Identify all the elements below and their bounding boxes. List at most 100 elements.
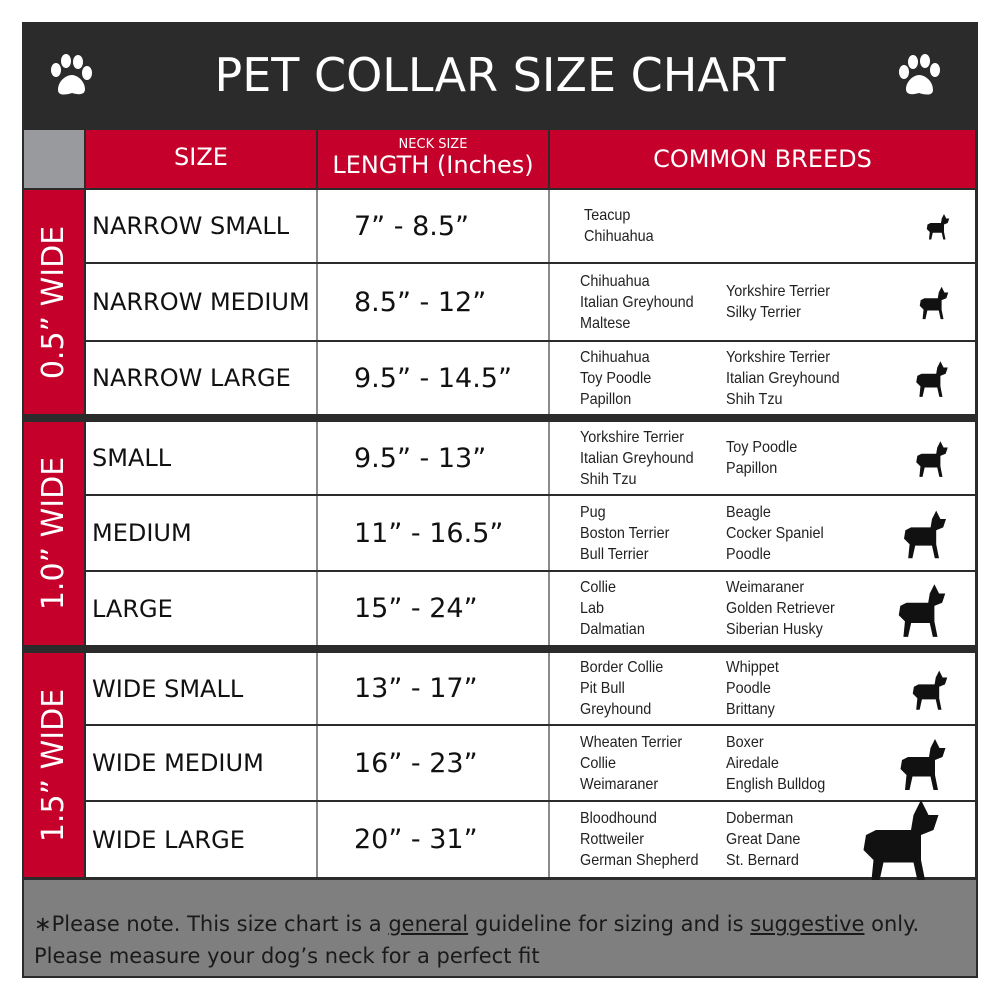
length-cell: 9.5” - 14.5”: [318, 342, 548, 414]
breed: Teacup: [584, 207, 631, 224]
breed: Lab: [580, 600, 605, 617]
breed-list: Weimaraner Golden Retriever Siberian Husky: [726, 572, 835, 645]
breeds-cell: Wheaten Terrier Collie Weimaraner Boxer Air…: [550, 726, 975, 800]
breeds-cell: Chihuahua Toy Poodle Papillon Yorkshire Te…: [550, 342, 975, 414]
breed: Weimaraner: [726, 579, 805, 596]
size-cell: NARROW LARGE: [86, 342, 316, 414]
group-label: 1.5” WIDE: [24, 653, 84, 877]
breed-list: Wheaten Terrier Collie Weimaraner: [580, 726, 682, 800]
breed-list: Doberman Great Dane St. Bernard: [726, 802, 800, 877]
breed: Border Collie: [580, 659, 664, 676]
breed: Papillon: [726, 460, 778, 477]
breed: Collie: [580, 579, 617, 596]
breed: Siberian Husky: [726, 621, 823, 638]
breed-list: Teacup Chihuahua: [584, 190, 654, 262]
breed-list: Whippet Poodle Brittany: [726, 653, 779, 724]
breeds-cell: Teacup Chihuahua: [550, 190, 975, 262]
breed: Shih Tzu: [580, 470, 637, 488]
breed: Collie: [580, 754, 617, 772]
header-corner: [24, 130, 84, 188]
breed: Bull Terrier: [580, 545, 649, 563]
breed: Airedale: [726, 754, 779, 772]
length-cell: 13” - 17”: [318, 653, 548, 724]
dog-silhouette-icon: [916, 361, 948, 397]
dog-silhouette-icon: [900, 739, 946, 790]
breeds-cell: Collie Lab Dalmatian Weimaraner Golden Retr…: [550, 572, 975, 645]
size-cell: NARROW MEDIUM: [86, 264, 316, 340]
header-length: NECK SIZE LENGTH (Inches): [318, 130, 548, 188]
breed: Toy Poodle: [726, 439, 798, 456]
breed: Italian Greyhound: [580, 293, 694, 311]
breed: Wheaten Terrier: [580, 733, 683, 751]
breed: Doberman: [726, 810, 794, 827]
size-cell: NARROW SMALL: [86, 190, 316, 262]
length-cell: 7” - 8.5”: [318, 190, 548, 262]
dog-silhouette-icon: [919, 286, 949, 320]
breed: Weimaraner: [580, 775, 659, 793]
length-cell: 16” - 23”: [318, 726, 548, 800]
dog-silhouette-icon: [863, 799, 939, 885]
table-row: NARROW SMALL 7” - 8.5” Teacup Chihuahua: [86, 190, 975, 262]
breed: Maltese: [580, 314, 631, 332]
size-cell: WIDE SMALL: [86, 653, 316, 724]
breed: Golden Retriever: [726, 600, 835, 617]
table-row: SMALL 9.5” - 13” Yorkshire Terrier Italia…: [86, 422, 975, 494]
breed: Toy Poodle: [580, 369, 652, 387]
size-cell: LARGE: [86, 572, 316, 645]
table-row: NARROW MEDIUM 8.5” - 12” Chihuahua Italia…: [86, 264, 975, 340]
table-row: WIDE LARGE 20” - 31” Bloodhound Rottweile…: [86, 799, 975, 885]
breed-list: Yorkshire Terrier Italian Greyhound Shih T…: [580, 422, 694, 494]
group-label: 0.5” WIDE: [24, 190, 84, 414]
breed: Whippet: [726, 659, 779, 676]
group-label: 1.0” WIDE: [24, 422, 84, 645]
header-breeds: COMMON BREEDS: [550, 130, 975, 188]
breed: Yorkshire Terrier: [726, 283, 831, 300]
breed-list: Chihuahua Toy Poodle Papillon: [580, 342, 651, 414]
breed: Pug: [580, 503, 606, 521]
breed: Yorkshire Terrier: [726, 348, 831, 366]
dog-silhouette-icon: [898, 583, 946, 637]
breed: Poodle: [726, 680, 771, 697]
chart-title: PET COLLAR SIZE CHART: [214, 48, 786, 102]
breed-list: Bloodhound Rottweiler German Shepherd: [580, 802, 698, 877]
breed-list: Yorkshire Terrier Italian Greyhound Shih T…: [726, 342, 840, 414]
dog-silhouette-icon: [926, 214, 950, 240]
paw-print-icon: [899, 54, 940, 95]
breed: Chihuahua: [584, 228, 654, 245]
breed-list: Collie Lab Dalmatian: [580, 572, 645, 645]
header-length-label: LENGTH (Inches): [332, 151, 534, 179]
table-row: MEDIUM 11” - 16.5” Pug Boston Terrier Bull…: [86, 496, 975, 570]
breed: Silky Terrier: [726, 304, 801, 321]
size-cell: WIDE LARGE: [86, 802, 316, 877]
table-row: NARROW LARGE 9.5” - 14.5” Chihuahua Toy P…: [86, 342, 975, 414]
breed-list: Pug Boston Terrier Bull Terrier: [580, 496, 669, 570]
breeds-cell: Bloodhound Rottweiler German Shepherd Dobe…: [550, 799, 975, 885]
length-cell: 11” - 16.5”: [318, 496, 548, 570]
breed-list: Chihuahua Italian Greyhound Maltese: [580, 264, 694, 340]
breed: Rottweiler: [580, 831, 645, 848]
paw-print-icon: [51, 54, 92, 95]
breed: Cocker Spaniel: [726, 524, 824, 542]
breed: Great Dane: [726, 831, 801, 848]
breed: Shih Tzu: [726, 390, 783, 408]
size-cell: MEDIUM: [86, 496, 316, 570]
breed-list: Yorkshire Terrier Silky Terrier: [726, 264, 830, 340]
breed: Boston Terrier: [580, 524, 670, 542]
table-row: WIDE SMALL 13” - 17” Border Collie Pit Bu…: [86, 653, 975, 724]
breed: St. Bernard: [726, 852, 799, 869]
breed-list: Toy Poodle Papillon: [726, 422, 797, 494]
footer-note: ∗Please note. This size chart is a gener…: [24, 880, 976, 976]
breed: Bloodhound: [580, 810, 657, 827]
breed: Greyhound: [580, 701, 652, 718]
size-cell: SMALL: [86, 422, 316, 494]
breed: Yorkshire Terrier: [580, 428, 685, 446]
breeds-cell: Chihuahua Italian Greyhound Maltese Yorksh…: [550, 264, 975, 340]
breed: Boxer: [726, 733, 764, 751]
header-size: SIZE: [86, 130, 316, 188]
breed-list: Boxer Airedale English Bulldog: [726, 726, 825, 800]
length-cell: 20” - 31”: [318, 802, 548, 877]
breed: Dalmatian: [580, 621, 645, 638]
length-cell: 9.5” - 13”: [318, 422, 548, 494]
dog-silhouette-icon: [904, 510, 946, 559]
breed: Chihuahua: [580, 348, 650, 366]
